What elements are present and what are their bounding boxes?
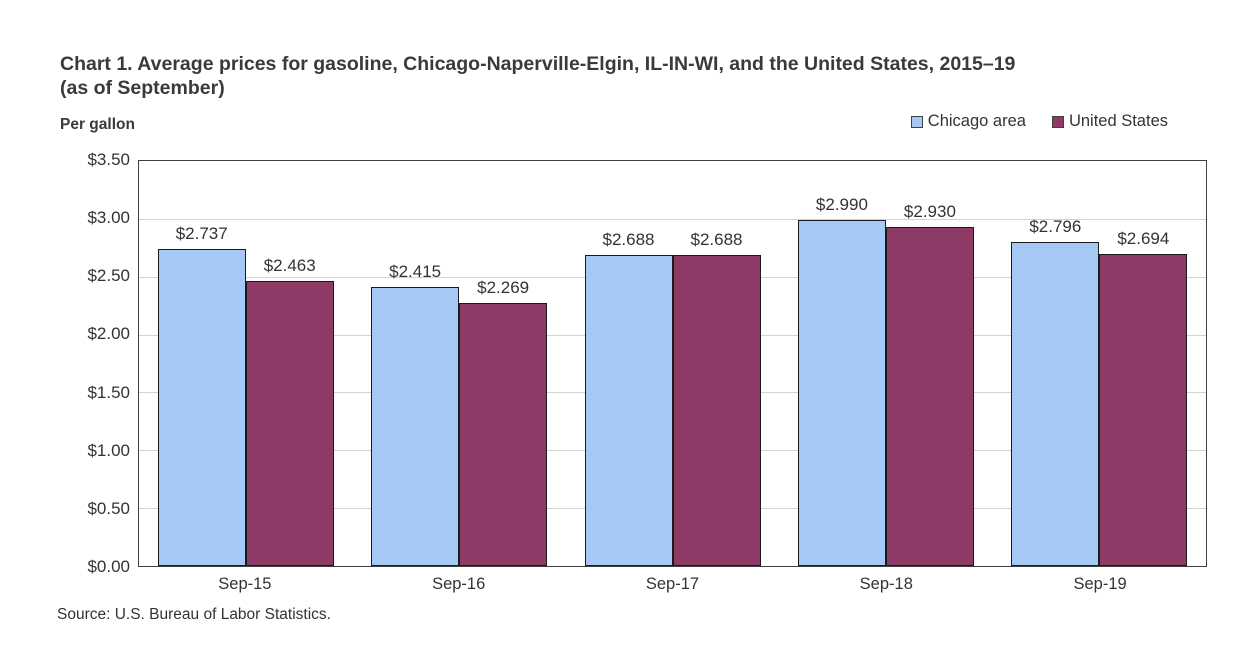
bar-chicago-area: $2.990 (797, 195, 886, 566)
bar-chicago-area: $2.737 (157, 224, 246, 566)
x-axis-label: Sep-16 (432, 575, 486, 593)
x-axis-label: Sep-15 (218, 575, 272, 593)
bar-united-states: $2.694 (1099, 229, 1188, 566)
bar-united-states: $2.930 (885, 202, 974, 566)
bar-value-label: $2.694 (1117, 229, 1170, 249)
bar-group: $2.796 $2.694 (993, 161, 1206, 566)
x-axis-label: Sep-19 (1073, 575, 1127, 593)
y-axis-tick-label: $1.50 (87, 382, 130, 402)
legend-item: Chicago area (910, 112, 1026, 131)
bar-value-label: $2.737 (175, 224, 228, 244)
y-axis-tick-label: $1.00 (87, 440, 130, 460)
bar-group: $2.990 $2.930 (779, 161, 992, 566)
bar-chicago-area: $2.796 (1011, 217, 1100, 566)
bar-value-label: $2.415 (389, 261, 442, 281)
source-note: Source: U.S. Bureau of Labor Statistics. (57, 606, 331, 623)
legend: Chicago area United States (910, 112, 1168, 131)
bar-value-label: $2.269 (477, 278, 530, 298)
x-axis-label: Sep-17 (645, 575, 700, 593)
bar-chicago-area: $2.415 (371, 262, 460, 566)
x-axis-label: Sep-18 (859, 575, 913, 593)
legend-label: United States (1068, 112, 1168, 130)
bar-united-states: $2.269 (459, 278, 548, 566)
y-axis-tick-label: $2.00 (87, 324, 130, 344)
bar-value-label: $2.463 (263, 256, 316, 275)
bar-chicago-area: $2.688 (584, 230, 673, 566)
legend-item: United States (1051, 112, 1168, 131)
bar-united-states: $2.463 (245, 256, 334, 566)
y-axis-unit-label: Per gallon (60, 116, 135, 133)
legend-swatch-icon (910, 115, 923, 128)
bar-value-label: $2.688 (690, 229, 743, 249)
y-axis-tick-label: $3.00 (87, 208, 130, 228)
bar-value-label: $2.796 (1029, 217, 1082, 237)
legend-swatch-icon (1051, 115, 1064, 128)
x-axis: Sep-15 Sep-16 Sep-17 Sep-18 Sep-19 (138, 575, 1207, 594)
y-axis-tick-label: $0.50 (87, 498, 130, 518)
bar-united-states: $2.688 (672, 230, 761, 566)
bar-group: $2.737 $2.463 (139, 161, 352, 566)
chart-title: Chart 1. Average prices for gasoline, Ch… (60, 53, 1016, 100)
bar-groups: $2.737 $2.463 $2.415 $2.269 $2.688 $2.688 $2.9… (139, 161, 1206, 566)
gridline (139, 218, 1206, 220)
legend-label: Chicago area (927, 112, 1026, 130)
bar-group: $2.415 $2.269 (352, 161, 565, 566)
y-axis-tick-label: $2.50 (87, 266, 130, 286)
y-axis-tick-label: $3.50 (87, 150, 130, 169)
bar-value-label: $2.990 (815, 195, 868, 215)
plot-area: $2.737 $2.463 $2.415 $2.269 $2.688 $2.688 $2.9… (138, 160, 1207, 567)
bar-value-label: $2.688 (602, 229, 655, 249)
y-axis-tick-label: $0.00 (87, 557, 130, 576)
bar-value-label: $2.930 (903, 201, 956, 221)
bar-group: $2.688 $2.688 (566, 161, 779, 566)
